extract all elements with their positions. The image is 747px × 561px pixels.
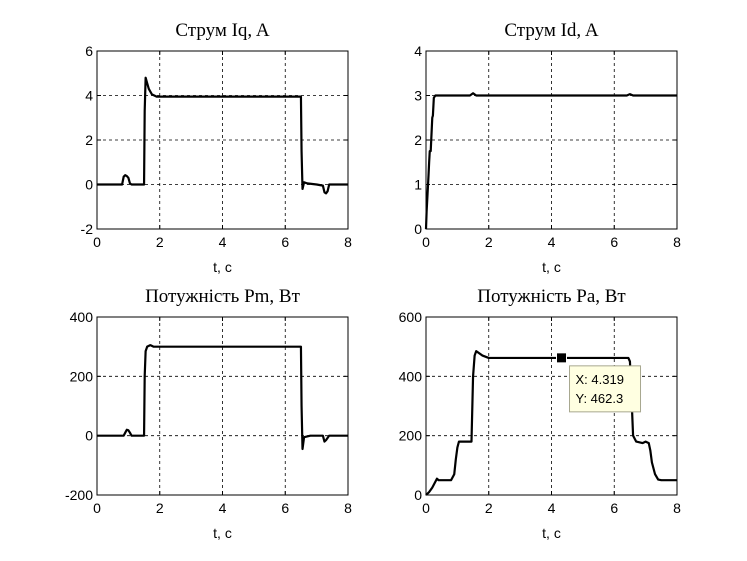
- y-tick-label: 0: [85, 177, 93, 193]
- x-axis-label: t, c: [213, 259, 232, 275]
- x-tick-label: 4: [548, 500, 556, 516]
- datatip-x-text: X: 4.319: [576, 372, 624, 387]
- series-line: [425, 350, 677, 496]
- x-tick-label: 4: [219, 234, 227, 250]
- x-tick-label: 0: [422, 500, 430, 516]
- y-tick-label: 600: [399, 309, 423, 325]
- datatip-y-text: Y: 462.3: [576, 391, 624, 406]
- x-tick-label: 8: [673, 234, 681, 250]
- x-tick-label: 2: [485, 500, 493, 516]
- y-tick-label: 2: [414, 132, 422, 148]
- y-tick-label: 1: [414, 177, 422, 193]
- y-tick-label: 3: [414, 88, 422, 104]
- series-line: [424, 92, 677, 230]
- axes-frame: [96, 316, 349, 496]
- x-axis-label: t, c: [213, 525, 232, 541]
- x-tick-label: 6: [610, 500, 618, 516]
- series-line: [97, 76, 348, 195]
- y-tick-label: 6: [85, 43, 93, 59]
- axes-frame: [425, 316, 678, 496]
- x-tick-label: 2: [156, 234, 164, 250]
- x-tick-label: 0: [93, 500, 101, 516]
- x-tick-label: 0: [422, 234, 430, 250]
- y-tick-label: 200: [399, 428, 423, 444]
- y-tick-label: -2: [81, 221, 94, 237]
- chart-4: 0 2 4 6 8 0 200 400 600 Потужність Pa, Вт t, c X: 4…: [399, 286, 681, 541]
- x-tick-label: 4: [219, 500, 227, 516]
- y-tick-label: 400: [70, 309, 94, 325]
- y-tick-label: 0: [414, 221, 422, 237]
- y-tick-label: 0: [85, 428, 93, 444]
- x-tick-label: 6: [610, 234, 618, 250]
- axes-frame: [96, 50, 349, 230]
- y-tick-label: 4: [414, 43, 422, 59]
- x-axis-label: t, c: [542, 525, 561, 541]
- y-tick-label: -200: [65, 487, 93, 503]
- x-tick-label: 8: [344, 234, 352, 250]
- x-tick-label: 6: [281, 500, 289, 516]
- series-line: [97, 344, 348, 451]
- x-axis-label: t, c: [542, 259, 561, 275]
- x-tick-label: 2: [485, 234, 493, 250]
- y-tick-label: 400: [399, 368, 423, 384]
- x-tick-label: 4: [548, 234, 556, 250]
- datatip-marker[interactable]: [556, 352, 568, 364]
- chart-title: Потужність Pm, Вт: [145, 286, 301, 307]
- y-tick-label: 200: [70, 368, 94, 384]
- x-tick-label: 8: [673, 500, 681, 516]
- chart-2: 0 2 4 6 8 0 1 2 3 4 Струм Id, A t, c: [414, 20, 681, 275]
- plot-area: [426, 51, 677, 229]
- x-tick-label: 0: [93, 234, 101, 250]
- chart-title: Струм Iq, A: [175, 20, 270, 41]
- chart-title: Струм Id, A: [504, 20, 599, 41]
- y-tick-label: 4: [85, 88, 93, 104]
- y-tick-label: 2: [85, 132, 93, 148]
- x-tick-label: 8: [344, 500, 352, 516]
- y-tick-label: 0: [414, 487, 422, 503]
- plot-area: [97, 51, 348, 229]
- chart-title: Потужність Pa, Вт: [477, 286, 626, 307]
- axes-frame: [425, 50, 678, 230]
- x-tick-label: 2: [156, 500, 164, 516]
- x-tick-label: 6: [281, 234, 289, 250]
- datatip-box: [569, 365, 642, 413]
